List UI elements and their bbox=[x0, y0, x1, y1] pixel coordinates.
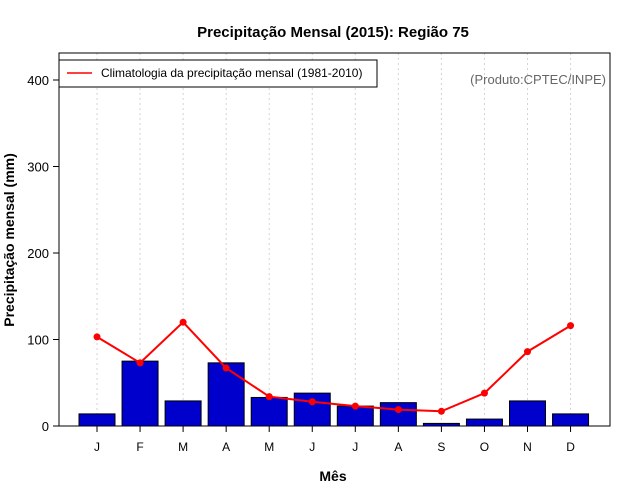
y-axis-label: Precipitação mensal (mm) bbox=[1, 153, 17, 327]
y-tick-label: 300 bbox=[27, 160, 49, 175]
climatology-point bbox=[265, 393, 273, 401]
bar bbox=[164, 400, 202, 427]
bar bbox=[552, 413, 590, 427]
bar-series bbox=[78, 360, 590, 427]
climatology-point bbox=[222, 364, 230, 372]
bar bbox=[509, 400, 546, 427]
climatology-point bbox=[524, 348, 531, 356]
legend-entry-climatology: Climatologia da precipitação mensal (198… bbox=[101, 66, 362, 80]
x-tick-label: J bbox=[94, 440, 100, 454]
climatology-point bbox=[437, 407, 445, 415]
y-tick-label: 100 bbox=[27, 333, 49, 348]
bar bbox=[250, 396, 288, 427]
y-tick-label: 0 bbox=[42, 419, 49, 434]
climatology-point bbox=[394, 406, 402, 414]
grid-lines bbox=[96, 53, 572, 426]
x-tick-label: A bbox=[222, 440, 230, 454]
x-tick-label: D bbox=[566, 440, 575, 454]
climatology-point bbox=[480, 389, 488, 397]
climatology-point bbox=[93, 333, 101, 341]
x-tick-label: M bbox=[178, 440, 188, 454]
y-axis: 0 100 200 300 400 bbox=[27, 73, 59, 434]
chart-title: Precipitação Mensal (2015): Região 75 bbox=[197, 24, 469, 41]
x-tick-label: S bbox=[437, 440, 445, 454]
plot-frame bbox=[58, 52, 611, 427]
legend: Climatologia da precipitação mensal (198… bbox=[58, 59, 378, 88]
x-axis-label: Mês bbox=[319, 468, 346, 484]
legend-box bbox=[58, 59, 378, 88]
x-tick-label: A bbox=[394, 440, 402, 454]
climatology-point bbox=[136, 359, 144, 367]
x-tick-label: M bbox=[264, 440, 274, 454]
climatology-point bbox=[351, 402, 359, 410]
x-tick-label: F bbox=[136, 440, 143, 454]
x-tick-label: O bbox=[480, 440, 489, 454]
climatology-point bbox=[567, 322, 575, 330]
climatology-point bbox=[308, 398, 316, 406]
x-tick-label: J bbox=[352, 440, 358, 454]
climatology-line bbox=[96, 320, 572, 413]
bar bbox=[78, 413, 116, 427]
bar bbox=[121, 360, 159, 427]
y-tick-label: 200 bbox=[27, 246, 49, 261]
bar bbox=[207, 362, 245, 427]
x-tick-label: J bbox=[309, 440, 315, 454]
bar bbox=[465, 418, 503, 427]
bar bbox=[293, 392, 331, 427]
x-tick-label: N bbox=[523, 440, 532, 454]
source-annotation: (Produto:CPTEC/INPE) bbox=[470, 72, 606, 87]
climatology-point bbox=[179, 318, 187, 326]
climatology-series bbox=[93, 318, 575, 415]
y-tick-label: 400 bbox=[27, 73, 49, 88]
